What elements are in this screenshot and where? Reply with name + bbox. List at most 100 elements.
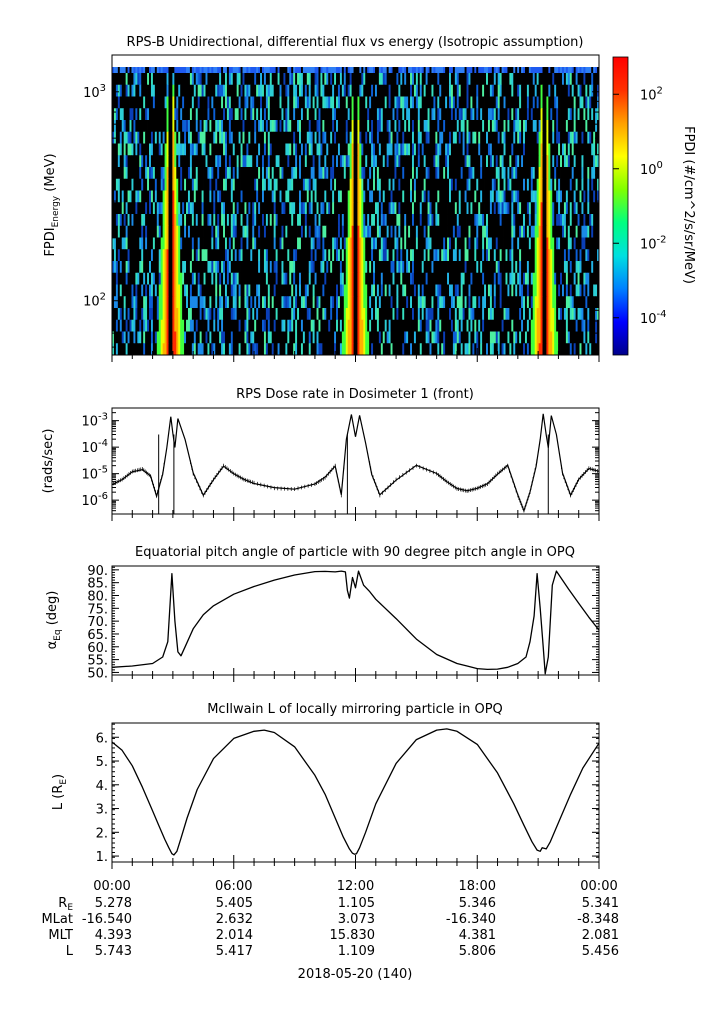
heatmap-cell [421,73,425,86]
heatmap-cell [589,249,592,262]
heatmap-cell [540,214,543,227]
heatmap-cell [361,202,364,215]
heatmap-cell [221,73,224,86]
heatmap-cell [524,155,528,168]
heatmap-cell [156,96,160,109]
heatmap-cell [402,73,405,86]
heatmap-cell [174,120,177,133]
heatmap-cell [554,237,557,250]
heatmap-cell [521,284,524,297]
heatmap-cell [339,261,343,274]
heatmap-cell [221,237,224,250]
heatmap-cell [143,225,146,238]
heatmap-cell [472,190,475,203]
heatmap-cell [521,84,524,97]
heatmap-cell [474,225,477,238]
heatmap-cell [474,178,477,191]
heatmap-cell [421,131,425,144]
heatmap-cell [186,131,189,144]
heatmap-cell [449,202,452,215]
heatmap-cell [240,190,243,203]
heatmap-cell [310,272,314,285]
heatmap-cell [215,167,218,180]
heatmap-cell [343,190,347,203]
heatmap-cell [503,120,506,133]
heatmap-cell [154,155,158,168]
heatmap-cell [250,84,253,97]
heatmap-cell [123,96,127,109]
heatmap-cell [575,73,578,86]
heatmap-cell [322,225,325,238]
heatmap-cell [191,84,195,97]
heatmap-cell [384,261,388,274]
heatmap-cell [536,84,540,97]
heatmap-cell [150,261,154,274]
heatmap-cell [123,73,127,86]
heatmap-cell [478,143,481,156]
heatmap-cell [355,108,358,121]
heatmap-cell [189,131,193,144]
heatmap-cell [398,155,401,168]
heatmap-cell [254,131,257,144]
heatmap-cell [236,249,240,262]
heatmap-cell [560,167,563,180]
heatmap-cell [166,131,169,144]
heatmap-cell [293,84,296,97]
heatmap-cell [176,108,179,121]
heatmap-cell [458,178,462,191]
heatmap-cell [219,73,222,86]
heatmap-cell [129,237,132,250]
heatmap-cell [322,284,325,297]
heatmap-cell [252,190,255,203]
heatmap-cell [443,73,446,86]
heatmap-cell [115,225,119,238]
heatmap-cell [552,84,555,97]
heatmap-cell [291,178,294,191]
heatmap-cell [162,143,165,156]
heatmap-cell [113,284,117,297]
heatmap-cell [150,237,154,250]
heatmap-cell [558,202,561,215]
heatmap-cell [486,202,489,215]
heatmap-cell [476,84,479,97]
heatmap-cell [334,73,337,86]
heatmap-cell [374,84,378,97]
heatmap-cell [246,261,249,274]
heatmap-cell [324,67,327,73]
heatmap-cell [293,190,296,203]
heatmap-cell [452,225,456,238]
heatmap-cell [197,155,201,168]
heatmap-cell [511,284,514,297]
heatmap-cell [431,261,434,274]
heatmap-cell [521,202,524,215]
heatmap-cell [281,96,284,109]
heatmap-cell [203,214,206,227]
heatmap-cell [480,284,483,297]
heatmap-cell [336,190,339,203]
heatmap-cell [550,108,553,121]
heatmap-cell [117,131,121,144]
heatmap-cell [269,272,273,285]
heatmap-cell [207,214,210,227]
heatmap-cell [507,178,510,191]
heatmap-cell [178,131,181,144]
heatmap-cell [119,178,123,191]
heatmap-cell [137,284,140,297]
heatmap-cell [376,67,380,73]
heatmap-cell [355,67,358,73]
heatmap-cell [380,131,384,144]
heatmap-cell [460,261,464,274]
heatmap-cell [238,120,241,133]
heatmap-cell [595,84,598,97]
heatmap-cell [536,202,540,215]
heatmap-cell [256,84,259,97]
heatmap-cell [302,202,306,215]
heatmap-cell [324,131,327,144]
heatmap-cell [326,167,329,180]
heatmap-cell [160,84,164,97]
heatmap-cell [125,120,128,133]
heatmap-cell [499,96,502,109]
heatmap-cell [519,284,522,297]
heatmap-cell [133,214,136,227]
heatmap-cell [156,155,160,168]
